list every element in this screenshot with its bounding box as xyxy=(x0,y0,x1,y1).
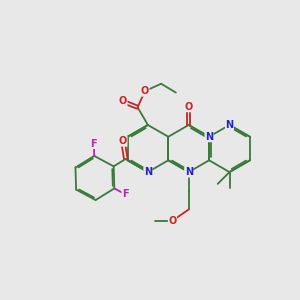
Text: N: N xyxy=(225,120,234,130)
Text: F: F xyxy=(122,189,129,199)
Text: N: N xyxy=(184,167,193,177)
Text: O: O xyxy=(119,136,127,146)
Text: N: N xyxy=(205,132,213,142)
Text: N: N xyxy=(144,167,152,177)
Text: F: F xyxy=(91,139,97,148)
Text: O: O xyxy=(168,216,177,226)
Text: O: O xyxy=(119,96,127,106)
Text: O: O xyxy=(184,102,193,112)
Text: O: O xyxy=(141,86,149,96)
